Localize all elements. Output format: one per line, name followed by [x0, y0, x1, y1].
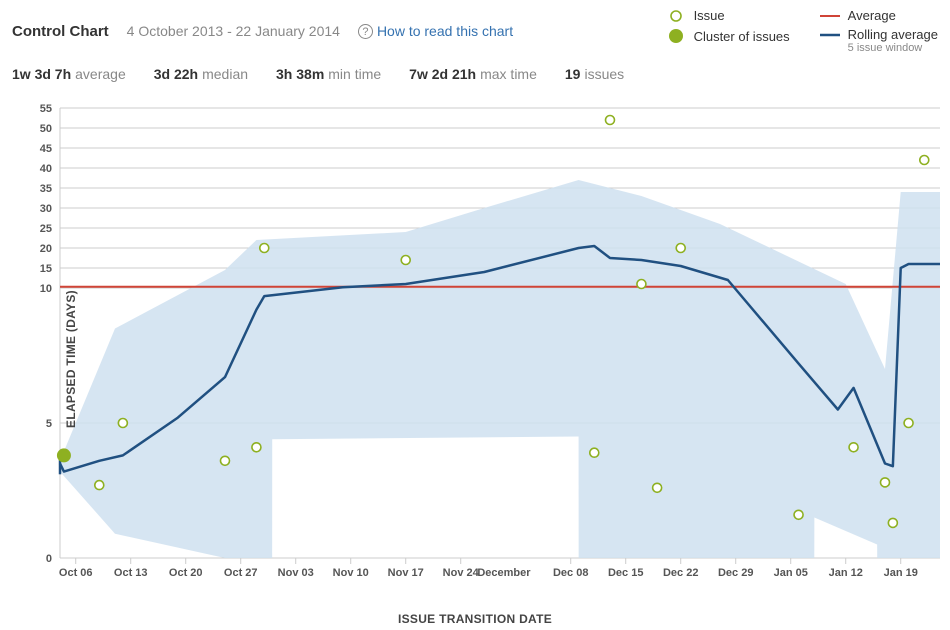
legend-average: Average	[820, 8, 938, 23]
average-line-icon	[820, 11, 840, 21]
svg-text:10: 10	[40, 283, 52, 295]
cluster-marker-icon	[666, 27, 686, 45]
header: Control Chart 4 October 2013 - 22 Januar…	[0, 0, 950, 88]
date-range: 4 October 2013 - 22 January 2014	[127, 23, 340, 39]
svg-text:35: 35	[40, 183, 52, 195]
svg-text:Oct 06: Oct 06	[59, 567, 93, 579]
legend-issue-label: Issue	[694, 8, 725, 23]
svg-text:25: 25	[40, 223, 52, 235]
svg-text:Oct 20: Oct 20	[169, 567, 203, 579]
svg-text:55: 55	[40, 103, 52, 115]
control-chart-svg: 0 5 10 15 20 25 30 35 40 45 50 55 Oct 06 Oct 13 Oct 20…	[0, 98, 950, 608]
svg-text:Nov 10: Nov 10	[333, 567, 369, 579]
svg-text:5: 5	[46, 418, 52, 430]
legend: Issue Cluster of issues Average	[666, 8, 938, 54]
chart-area: ELAPSED TIME (DAYS) 0 5 10 15 20 25 30 35 40 45 50…	[0, 88, 950, 630]
legend-cluster: Cluster of issues	[666, 27, 790, 45]
svg-text:45: 45	[40, 143, 52, 155]
svg-text:Jan 12: Jan 12	[829, 567, 863, 579]
stat-median: 3d 22hmedian	[154, 66, 248, 82]
svg-text:Dec 08: Dec 08	[553, 567, 588, 579]
y-axis-label: ELAPSED TIME (DAYS)	[64, 290, 78, 428]
svg-text:15: 15	[40, 263, 52, 275]
stat-issues: 19issues	[565, 66, 624, 82]
legend-issue: Issue	[666, 8, 790, 23]
svg-text:Nov 03: Nov 03	[278, 567, 314, 579]
chart-title: Control Chart	[12, 23, 109, 40]
svg-text:0: 0	[46, 553, 52, 565]
help-link-text: How to read this chart	[377, 23, 513, 39]
svg-text:Dec 29: Dec 29	[718, 567, 753, 579]
help-icon: ?	[358, 24, 373, 39]
legend-rolling: Rolling average	[820, 27, 938, 42]
legend-average-label: Average	[848, 8, 896, 23]
svg-text:Oct 27: Oct 27	[224, 567, 258, 579]
header-row-1: Control Chart 4 October 2013 - 22 Januar…	[12, 8, 938, 54]
svg-text:Dec 22: Dec 22	[663, 567, 698, 579]
svg-text:50: 50	[40, 123, 52, 135]
svg-text:Dec 15: Dec 15	[608, 567, 643, 579]
legend-cluster-label: Cluster of issues	[694, 29, 790, 44]
svg-text:Jan 19: Jan 19	[884, 567, 918, 579]
issue-marker-icon	[666, 9, 686, 23]
stat-average: 1w 3d 7haverage	[12, 66, 126, 82]
stat-min: 3h 38mmin time	[276, 66, 381, 82]
x-axis-label: ISSUE TRANSITION DATE	[0, 608, 950, 630]
legend-rolling-sub: 5 issue window	[848, 42, 938, 54]
stat-max: 7w 2d 21hmax time	[409, 66, 537, 82]
legend-rolling-label: Rolling average	[848, 27, 938, 42]
svg-text:30: 30	[40, 203, 52, 215]
svg-text:Nov 17: Nov 17	[388, 567, 424, 579]
svg-text:20: 20	[40, 243, 52, 255]
stats-row: 1w 3d 7haverage 3d 22hmedian 3h 38mmin t…	[12, 62, 938, 84]
svg-text:December: December	[477, 567, 531, 579]
help-link[interactable]: ? How to read this chart	[358, 23, 513, 39]
svg-text:Nov 24: Nov 24	[443, 567, 480, 579]
svg-text:Jan 05: Jan 05	[774, 567, 808, 579]
svg-text:40: 40	[40, 163, 52, 175]
svg-text:Oct 13: Oct 13	[114, 567, 148, 579]
rolling-line-icon	[820, 30, 840, 40]
